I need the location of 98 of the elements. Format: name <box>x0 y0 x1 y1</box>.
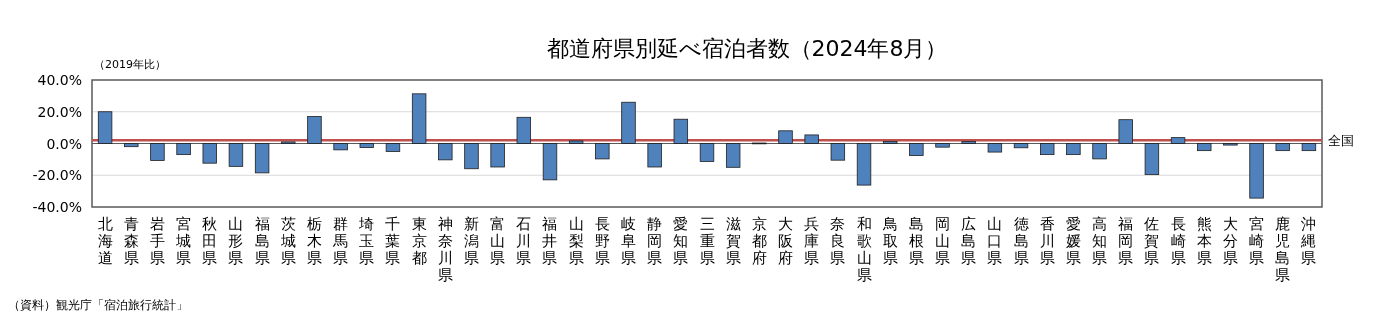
x-tick-label: 岡山県 <box>935 215 951 267</box>
bar <box>830 143 846 161</box>
bar <box>438 143 453 161</box>
x-tick-label: 宮城県 <box>175 215 192 267</box>
bar <box>699 143 715 162</box>
bar <box>856 143 872 186</box>
x-tick-label: 大分県 <box>1222 215 1238 267</box>
bar <box>1275 143 1290 152</box>
x-tick-label: 長野県 <box>594 215 610 267</box>
x-tick-label: 富山県 <box>490 215 506 267</box>
x-tick-label: 鳥取県 <box>881 215 898 267</box>
bar <box>254 143 270 174</box>
x-tick-label: 石川県 <box>516 215 532 267</box>
bar <box>935 143 950 148</box>
x-tick-label: 鹿児島県 <box>1275 215 1291 284</box>
bar <box>909 143 924 156</box>
bar <box>1092 143 1107 160</box>
x-tick-label: 北海道 <box>97 215 113 267</box>
bar <box>307 116 322 144</box>
bar <box>1013 143 1029 149</box>
bar <box>647 143 662 168</box>
x-tick-label: 秋田県 <box>202 215 218 267</box>
text: （資料）観光庁「宿泊旅行統計」 <box>8 298 188 312</box>
bar <box>778 130 793 144</box>
x-tick-label: 山梨県 <box>568 215 584 267</box>
bar <box>124 143 139 148</box>
bar <box>1066 143 1081 156</box>
bar <box>1040 143 1055 156</box>
bar <box>595 143 610 160</box>
x-tick-label: 新潟県 <box>463 215 479 267</box>
x-tick-label: 岩手県 <box>149 215 165 267</box>
bar <box>621 101 636 144</box>
chart-title: 都道府県別延べ宿泊者数（2024年8月） <box>546 36 948 61</box>
bar <box>202 143 217 164</box>
x-tick-label: 広島県 <box>961 215 977 267</box>
x-tick-label: 福岡県 <box>1118 215 1134 267</box>
x-tick-label: 愛媛県 <box>1065 215 1081 267</box>
y-tick-label: 0.0% <box>46 135 82 152</box>
bar <box>1301 143 1317 152</box>
bar <box>1144 143 1160 176</box>
x-tick-label: 岐阜県 <box>620 215 636 267</box>
x-tick-label: 島根県 <box>908 215 924 267</box>
bar <box>673 118 689 144</box>
bar <box>333 143 348 151</box>
x-tick-label: 高知県 <box>1092 215 1108 267</box>
x-tick-label: 奈良県 <box>830 215 846 267</box>
x-tick-label: 福島県 <box>254 215 270 267</box>
x-tick-label: 佐賀県 <box>1144 215 1160 267</box>
bar <box>150 143 165 161</box>
y-tick-label: -40.0% <box>32 199 82 215</box>
ref-line-label: 全国 <box>1328 133 1354 149</box>
x-tick-label: 茨城県 <box>279 215 296 267</box>
x-tick-label: 栃木県 <box>306 215 322 267</box>
x-tick-label: 山形県 <box>228 215 244 267</box>
bar <box>97 111 113 144</box>
y-tick-label: 40.0% <box>37 72 82 88</box>
x-tick-label: 静岡県 <box>647 215 663 267</box>
bar <box>516 116 532 144</box>
x-tick-label: 熊本県 <box>1196 215 1212 267</box>
bar <box>542 143 558 181</box>
y-tick-label: -20.0% <box>32 167 82 184</box>
x-tick-label: 福井県 <box>542 215 558 267</box>
x-tick-label: 兵庫県 <box>804 215 820 267</box>
x-tick-label: 和歌山県 <box>856 215 872 284</box>
x-tick-label: 神奈川県 <box>437 215 453 284</box>
bar <box>987 143 1003 153</box>
x-tick-label: 沖縄県 <box>1300 215 1317 267</box>
x-tick-label: 滋賀県 <box>725 215 741 267</box>
x-tick-label: 徳島県 <box>1013 215 1029 267</box>
x-tick-label: 東京都 <box>411 215 427 267</box>
bar <box>385 143 401 152</box>
x-tick-label: 香川県 <box>1039 215 1055 267</box>
bar <box>176 143 191 156</box>
bar <box>1249 143 1264 199</box>
bar <box>490 143 505 168</box>
x-tick-label: 青森県 <box>123 215 139 267</box>
bar <box>1197 143 1212 152</box>
bar <box>411 93 427 144</box>
bar <box>568 140 584 144</box>
y-tick-label: 20.0% <box>37 103 82 120</box>
bar <box>464 143 479 170</box>
x-tick-label: 山口県 <box>987 215 1003 267</box>
bar <box>1118 119 1133 144</box>
bar <box>228 143 244 167</box>
x-tick-label: 群馬県 <box>332 215 349 267</box>
x-tick-label: 大阪府 <box>778 215 794 267</box>
bar <box>725 143 741 168</box>
x-tick-label: 宮崎県 <box>1249 215 1265 267</box>
x-tick-label: 三重県 <box>699 215 715 267</box>
x-tick-label: 埼玉県 <box>358 215 375 267</box>
y-axis-title: （2019年比） <box>94 58 166 71</box>
x-tick-label: 千葉県 <box>385 215 401 267</box>
x-tick-label: 京都府 <box>751 215 767 267</box>
x-tick-label: 愛知県 <box>673 215 689 267</box>
bar <box>1170 137 1186 144</box>
bar <box>359 143 374 148</box>
x-tick-label: 長崎県 <box>1170 215 1186 267</box>
bar <box>804 134 819 144</box>
